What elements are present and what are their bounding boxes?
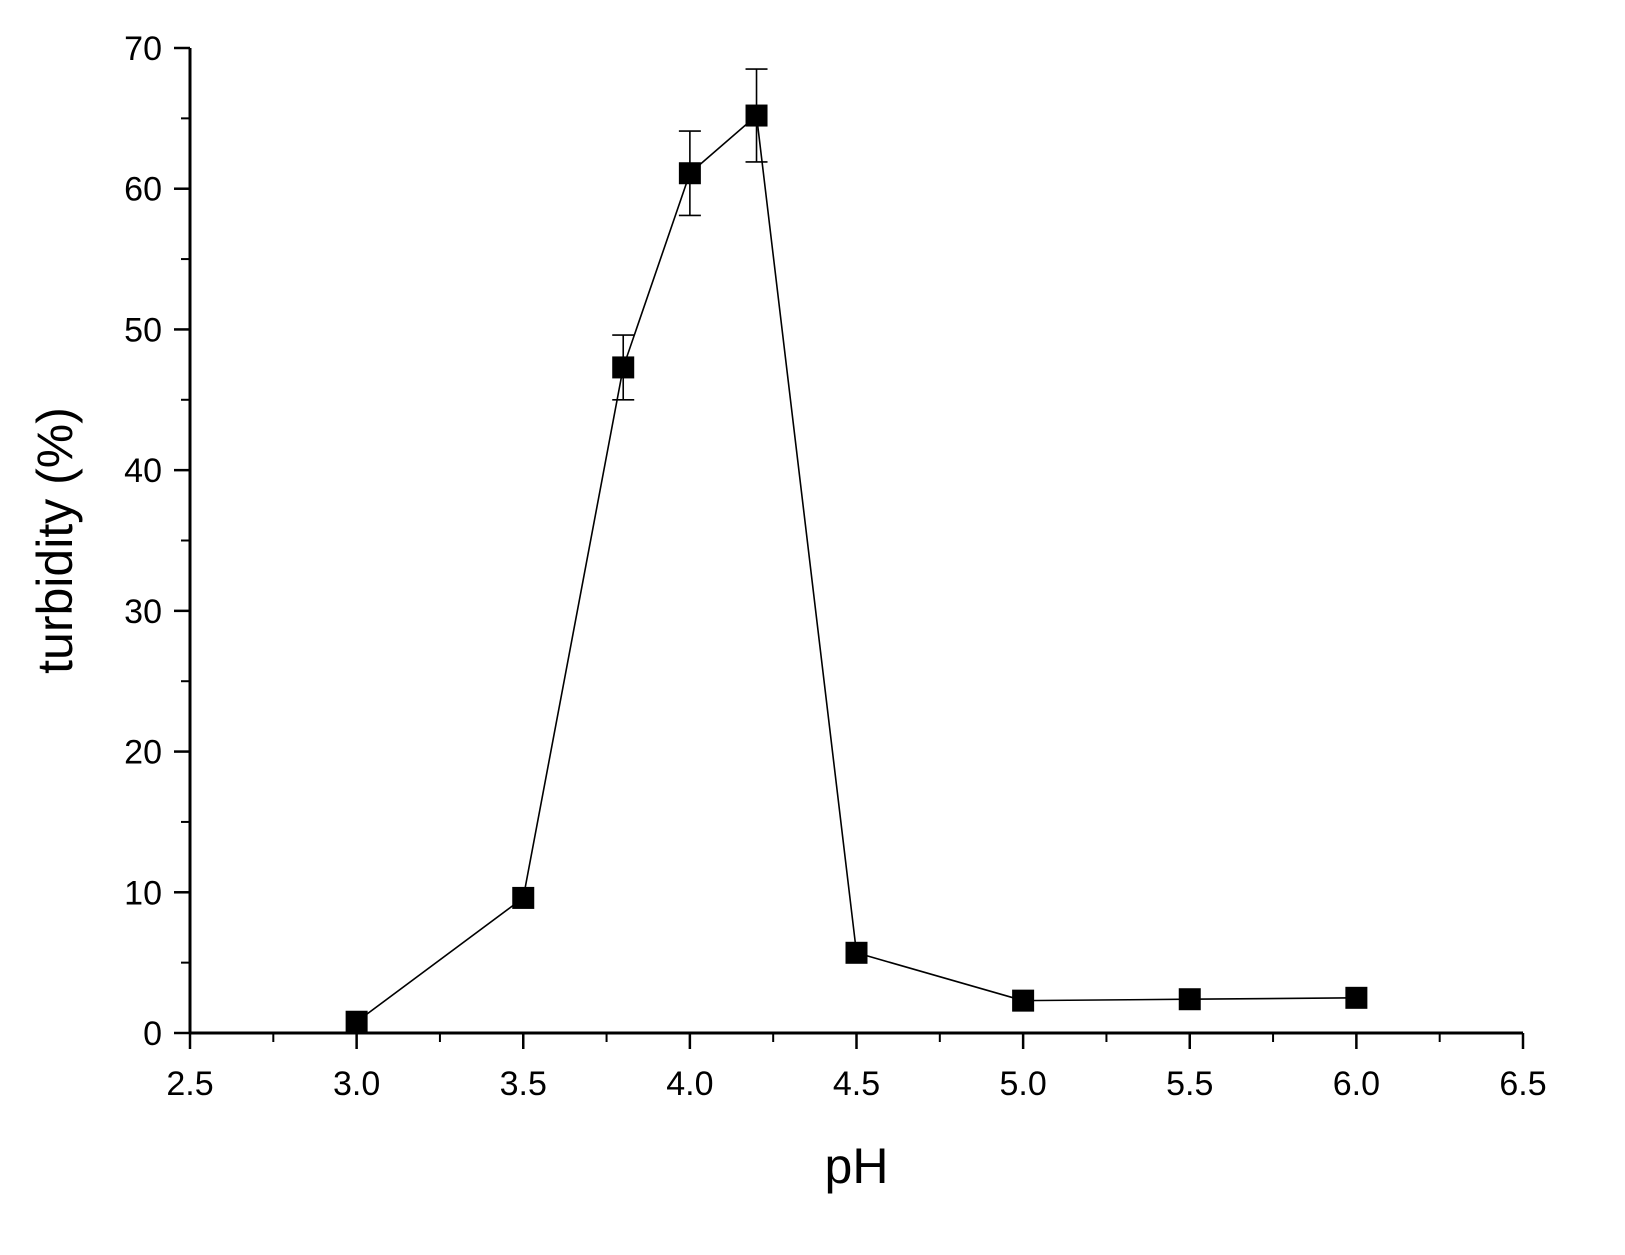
- x-tick-label: 3.0: [333, 1065, 380, 1103]
- data-point: [345, 1010, 368, 1033]
- axes-layer: 2.5 3.0 3.5 4.0 4.5 5.0 5.5 6.0 6.5 0 10 20 30 40 50 60…: [124, 30, 1546, 1103]
- y-tick-label: 50: [124, 311, 162, 349]
- x-tick-label: 3.5: [500, 1065, 547, 1103]
- x-tick-label: 6.5: [1499, 1065, 1546, 1103]
- data-point: [845, 941, 868, 964]
- x-tick-label: 5.5: [1166, 1065, 1213, 1103]
- x-tick-label: 4.5: [833, 1065, 880, 1103]
- series-layer: [345, 68, 1368, 1033]
- x-axis-title: pH: [825, 1138, 889, 1194]
- y-tick-label: 60: [124, 171, 162, 209]
- y-tick-label: 10: [124, 874, 162, 912]
- y-tick-label: 70: [124, 30, 162, 68]
- data-point: [1345, 986, 1368, 1009]
- series-line: [356, 113, 1357, 1023]
- data-point: [612, 356, 635, 379]
- x-tick-label: 2.5: [166, 1065, 213, 1103]
- data-point: [678, 162, 701, 185]
- data-point: [1012, 989, 1035, 1012]
- y-tick-label: 30: [124, 593, 162, 631]
- data-point: [512, 886, 535, 909]
- y-tick-label: 40: [124, 452, 162, 490]
- x-tick-label: 6.0: [1333, 1065, 1380, 1103]
- x-tick-label: 5.0: [999, 1065, 1046, 1103]
- x-tick-label: 4.0: [666, 1065, 713, 1103]
- y-axis-title: turbidity (%): [27, 407, 83, 674]
- data-point: [745, 104, 768, 127]
- y-tick-label: 0: [143, 1015, 162, 1053]
- y-tick-label: 20: [124, 734, 162, 772]
- data-point: [1178, 988, 1201, 1011]
